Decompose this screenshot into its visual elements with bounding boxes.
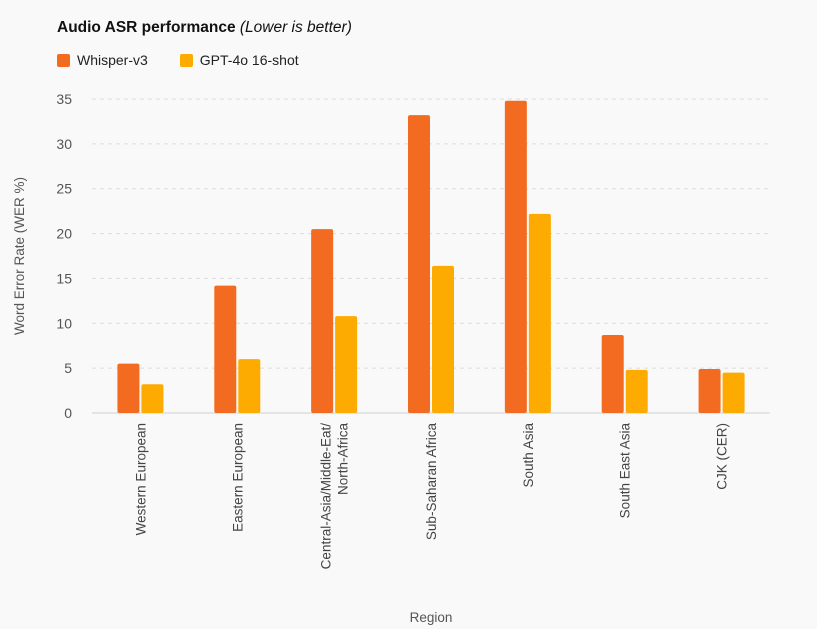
bar-whisper <box>601 334 624 413</box>
bar-gpt4o <box>335 316 358 413</box>
bar-gpt4o <box>528 213 551 413</box>
chart-subtitle: (Lower is better) <box>239 19 352 36</box>
chart-title: Audio ASR performance (Lower is better) <box>57 19 352 37</box>
y-tick-label: 25 <box>56 181 72 197</box>
bar-gpt4o <box>141 384 164 413</box>
bar-whisper <box>214 285 237 413</box>
y-tick-label: 20 <box>56 226 72 242</box>
x-tick-label: North-Africa <box>336 423 351 496</box>
y-tick-label: 0 <box>64 405 72 421</box>
bar-whisper <box>117 363 140 413</box>
bar-gpt4o <box>238 359 261 413</box>
x-tick-label: Central-Asia/Middle-Eat/ <box>319 423 334 570</box>
x-tick-label: CJK (CER) <box>715 423 730 490</box>
bar-whisper <box>698 369 721 413</box>
legend-swatch-whisper <box>57 53 70 67</box>
bar-gpt4o <box>432 265 454 413</box>
bar-whisper <box>408 115 430 414</box>
x-tick-label: Western European <box>133 423 148 535</box>
legend-label-whisper: Whisper-v3 <box>77 52 148 68</box>
x-tick-label: Eastern European <box>230 423 245 532</box>
x-axis-label: Region <box>410 610 453 625</box>
legend-swatch-gpt4o <box>179 53 193 67</box>
x-tick-label: South Asia <box>521 423 536 488</box>
y-axis-label: Word Error Rate (WER %) <box>12 177 27 335</box>
bar-gpt4o <box>722 372 745 413</box>
y-tick-label: 15 <box>56 270 72 286</box>
bar-whisper <box>311 229 334 413</box>
legend-item-gpt4o[interactable]: GPT-4o 16-shot <box>179 52 299 68</box>
bar-whisper <box>504 100 527 414</box>
legend-item-whisper[interactable]: Whisper-v3 <box>57 52 148 68</box>
chart-title-main: Audio ASR performance <box>57 19 236 36</box>
legend-label-gpt4o: GPT-4o 16-shot <box>199 52 299 68</box>
x-tick-label: South East Asia <box>618 423 633 519</box>
x-tick-label: Sub-Saharan Africa <box>424 423 439 541</box>
bar-gpt4o <box>625 369 648 413</box>
y-tick-label: 10 <box>56 315 72 331</box>
y-tick-label: 5 <box>64 360 72 376</box>
legend: Whisper-v3 GPT-4o 16-shot <box>57 52 299 68</box>
y-tick-label: 35 <box>56 91 72 107</box>
y-tick-label: 30 <box>56 136 72 152</box>
